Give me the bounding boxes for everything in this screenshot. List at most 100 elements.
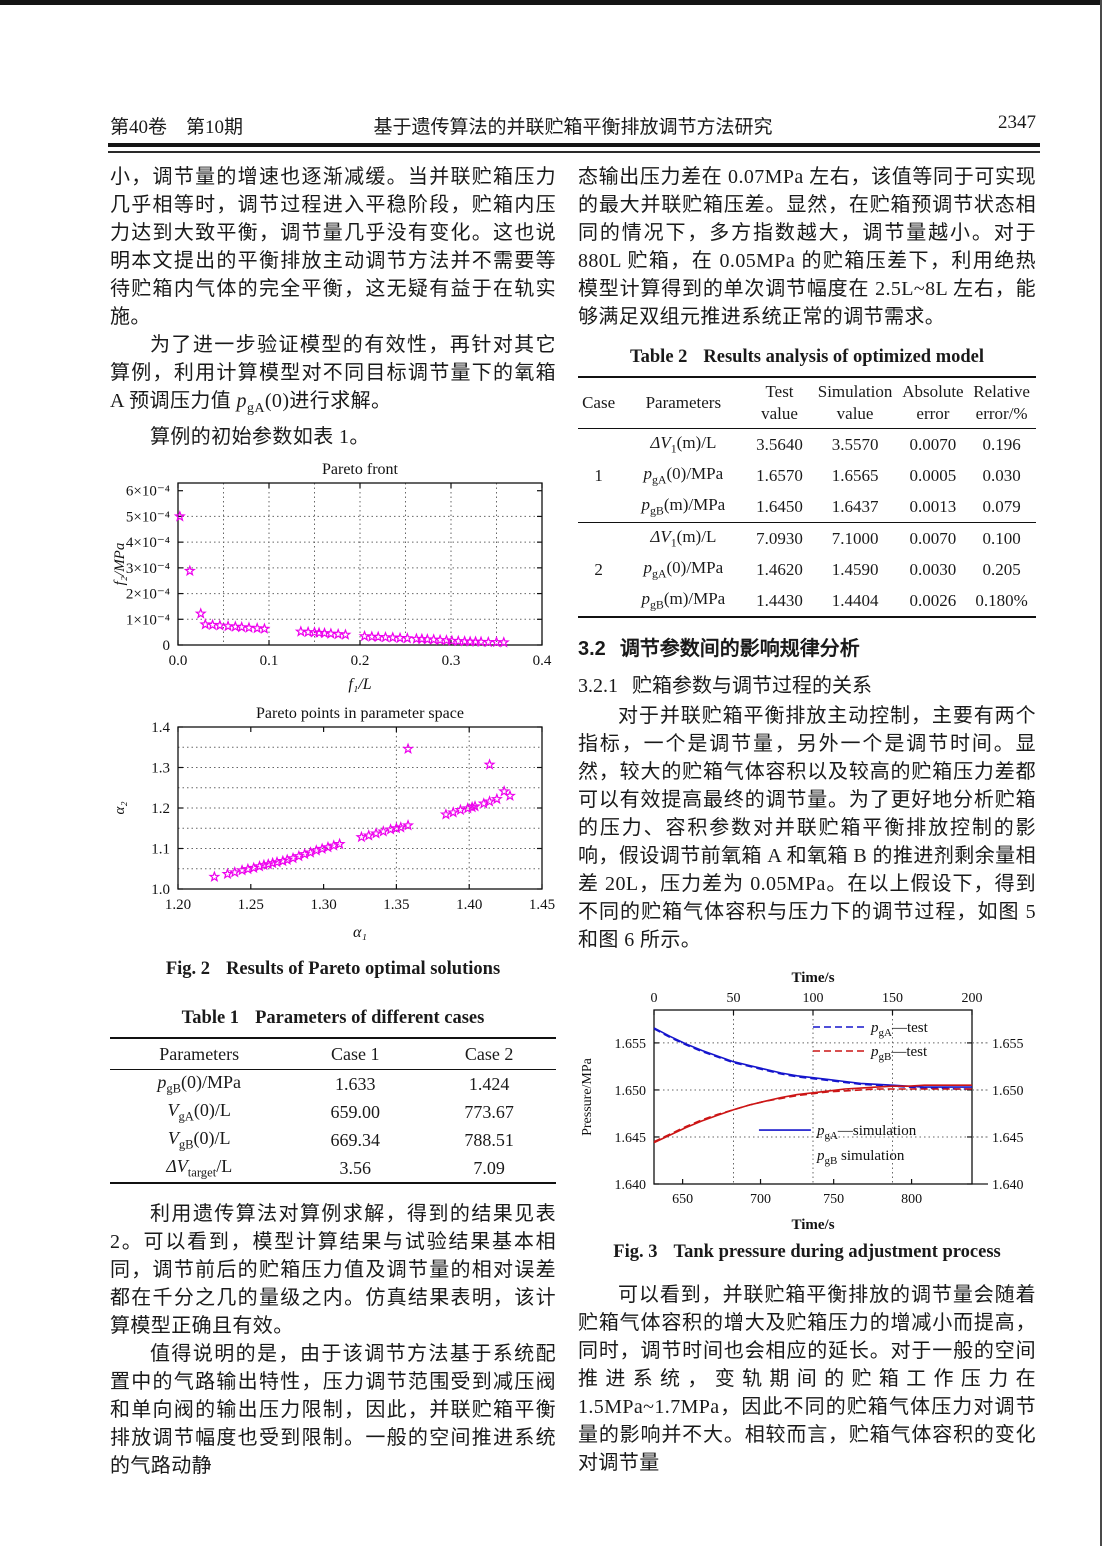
param-name: VgB(0)/L: [167, 1127, 231, 1152]
svg-text:Pareto points in parameter spa: Pareto points in parameter space: [256, 705, 464, 722]
param-name: ΔV1(m)/L: [650, 432, 717, 456]
svg-text:6×10⁻⁴: 6×10⁻⁴: [126, 484, 170, 500]
svg-text:1.25: 1.25: [238, 897, 264, 913]
param-name: pgB(m)/MPa: [641, 494, 726, 518]
svg-text:Pareto front: Pareto front: [322, 461, 399, 478]
svg-text:f₁/L: f₁/L: [348, 676, 371, 693]
svg-text:0.4: 0.4: [533, 653, 552, 669]
svg-text:1.35: 1.35: [383, 897, 409, 913]
paragraph: 对于并联贮箱平衡排放主动控制，主要有两个指标，一个是调节量，另外一个是调节时间。…: [578, 705, 1036, 951]
table-row: ΔVtarget/L 3.56 7.09: [166, 1155, 505, 1180]
svg-text:pgA—simulation: pgA—simulation: [816, 1123, 917, 1142]
header-rule-thick: [108, 143, 1040, 147]
param-name: pgB(m)/MPa: [641, 588, 726, 612]
right-column: 态输出压力差在 0.07MPa 左右，该值等同于可实现的最大并联贮箱压差。显然，…: [578, 163, 1036, 1477]
svg-text:1.650: 1.650: [992, 1084, 1024, 1099]
left-column: 小，调节量的增速也逐渐减缓。当并联贮箱压力几乎相等时，调节过程进入平稳阶段，贮箱…: [110, 163, 556, 1480]
pareto-parameter-space-chart: 1.20 1.25 1.30 1.35 1.40 1.45 1.0 1.1 1.2 1.3 1.4 P…: [112, 705, 555, 941]
volume-issue: 第40卷 第10期: [110, 117, 244, 138]
svg-text:1.650: 1.650: [615, 1084, 647, 1099]
section-heading-3-2: 3.2 调节参数间的影响规律分析: [578, 638, 860, 660]
svg-text:750: 750: [823, 1192, 844, 1207]
svg-text:1.640: 1.640: [992, 1178, 1024, 1193]
svg-text:1.645: 1.645: [992, 1131, 1024, 1146]
svg-text:4×10⁻⁴: 4×10⁻⁴: [126, 535, 170, 551]
inline-math: pgA: [236, 390, 265, 416]
svg-text:pgB—test: pgB—test: [870, 1044, 928, 1063]
svg-text:f₂/MPa: f₂/MPa: [112, 543, 128, 586]
pareto-front-chart: 0.0 0.1 0.2 0.3 0.4 0 1×10⁻⁴ 2×10⁻⁴ 3×10⁻⁴ 4×10⁻⁴…: [112, 461, 552, 693]
svg-text:0.1: 0.1: [260, 653, 279, 669]
svg-text:1.30: 1.30: [310, 897, 336, 913]
svg-text:1.655: 1.655: [992, 1037, 1024, 1052]
svg-text:650: 650: [672, 1192, 693, 1207]
svg-text:Time/s: Time/s: [791, 970, 834, 986]
svg-text:1.645: 1.645: [615, 1131, 647, 1146]
paragraph: 可以看到，并联贮箱平衡排放的调节量会随着贮箱气体容积的增大及贮箱压力的增减小而提…: [578, 1284, 1036, 1474]
table1-header-row: Parameters Case 1 Case 2: [110, 1038, 556, 1070]
param-name: pgB(0)/MPa: [157, 1071, 242, 1096]
table-row: pgA(0)/MPa 1.4620 1.4590 0.0030 0.205: [643, 557, 1021, 581]
table-row: VgB(0)/L 669.34 788.51: [167, 1127, 514, 1152]
svg-text:700: 700: [750, 1192, 771, 1207]
svg-text:1.640: 1.640: [615, 1178, 647, 1193]
svg-text:pgB simulation: pgB simulation: [816, 1148, 905, 1167]
svg-text:0: 0: [163, 638, 171, 654]
figure2-caption: Fig. 2 Results of Pareto optimal solution…: [165, 959, 501, 979]
svg-text:0: 0: [651, 991, 658, 1006]
svg-text:200: 200: [962, 991, 983, 1006]
paragraph: 利用遗传算法对算例求解，得到的结果见表 2。可以看到，模型计算结果与试验结果基本…: [110, 1203, 556, 1337]
svg-text:1.4: 1.4: [151, 720, 170, 736]
svg-text:1.40: 1.40: [456, 897, 482, 913]
table1-title: Table 1 Parameters of different cases: [181, 1008, 485, 1028]
tank-pressure-chart: Time/s 0 50 100 150 200 1.640 1.640 1.645 1.645 1.…: [580, 970, 1024, 1233]
svg-text:α₁: α₁: [353, 924, 367, 941]
svg-text:1×10⁻⁴: 1×10⁻⁴: [126, 612, 170, 628]
svg-text:pgA—test: pgA—test: [870, 1020, 929, 1039]
page-header: 第40卷 第10期 基于遗传算法的并联贮箱平衡排放调节方法研究 2347: [110, 112, 1036, 138]
section-heading-3-2-1: 3.2.1 贮箱参数与调节过程的关系: [578, 675, 872, 697]
param-name: pgA(0)/MPa: [643, 557, 724, 581]
table2-header-row: Case Parameters Test value Simulation valu…: [578, 377, 1036, 429]
svg-text:150: 150: [882, 991, 903, 1006]
svg-text:0.3: 0.3: [442, 653, 461, 669]
svg-text:50: 50: [727, 991, 741, 1006]
running-title: 基于遗传算法的并联贮箱平衡排放调节方法研究: [373, 117, 773, 138]
paragraph: 态输出压力差在 0.07MPa 左右，该值等同于可实现的最大并联贮箱压差。显然，…: [578, 166, 1036, 328]
table-row: VgA(0)/L 659.00 773.67: [167, 1099, 514, 1124]
svg-text:α₂: α₂: [112, 801, 128, 814]
svg-text:0.2: 0.2: [351, 653, 370, 669]
svg-text:100: 100: [803, 991, 824, 1006]
page-number: 2347: [998, 112, 1036, 133]
svg-text:1.2: 1.2: [151, 801, 170, 817]
param-name: VgA(0)/L: [167, 1099, 231, 1124]
table2-title: Table 2 Results analysis of optimized mod…: [630, 347, 984, 367]
figure3-caption: Fig. 3 Tank pressure during adjustment pr…: [613, 1242, 1001, 1262]
param-name: pgA(0)/MPa: [643, 463, 724, 487]
table-row: 2 ΔV1(m)/L 7.0930 7.1000 0.0070 0.100: [578, 522, 1036, 617]
table2: Case Parameters Test value Simulation valu…: [578, 376, 1036, 618]
svg-text:5×10⁻⁴: 5×10⁻⁴: [126, 509, 170, 525]
paragraph: 为了进一步验证模型的有效性，再针对其它算例，利用计算模型对不同目标调节量下的氧箱…: [110, 334, 556, 416]
svg-text:3×10⁻⁴: 3×10⁻⁴: [126, 561, 170, 577]
table-row: 1 ΔV1(m)/L 3.5640 3.5570 0.0070 0.196: [594, 432, 1021, 485]
scan-edge-right: [1100, 0, 1102, 1546]
svg-text:Pressure/MPa: Pressure/MPa: [580, 1057, 595, 1136]
scan-edge-top: [0, 0, 1102, 5]
svg-text:1.45: 1.45: [529, 897, 555, 913]
paragraph: 小，调节量的增速也逐渐减缓。当并联贮箱压力几乎相等时，调节过程进入平稳阶段，贮箱…: [110, 166, 556, 328]
paragraph: 值得说明的是，由于该调节方法基于系统配置中的气路输出特性，压力调节范围受到减压阀…: [110, 1343, 556, 1477]
param-name: ΔVtarget/L: [166, 1155, 233, 1180]
svg-text:1.0: 1.0: [151, 882, 170, 898]
svg-text:1.1: 1.1: [151, 842, 170, 858]
svg-text:800: 800: [901, 1192, 922, 1207]
svg-text:2×10⁻⁴: 2×10⁻⁴: [126, 587, 170, 603]
svg-text:0.0: 0.0: [169, 653, 188, 669]
svg-text:Time/s: Time/s: [791, 1217, 834, 1233]
svg-text:1.3: 1.3: [151, 761, 170, 777]
table-row: pgB(0)/MPa 1.633 1.424: [157, 1071, 510, 1096]
svg-text:1.655: 1.655: [615, 1037, 647, 1052]
table-row: pgB(m)/MPa 1.4430 1.4404 0.0026 0.180%: [641, 588, 1028, 612]
header-rule-thin: [108, 151, 1040, 153]
